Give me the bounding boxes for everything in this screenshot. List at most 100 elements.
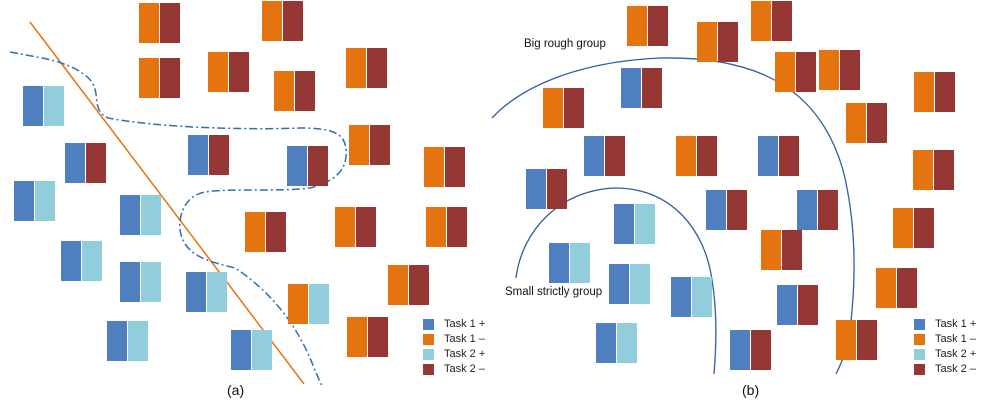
task1-label-block xyxy=(676,136,696,176)
legend-label: Task 1 – xyxy=(935,333,976,345)
legend-swatch xyxy=(914,349,925,360)
panel-b-item xyxy=(836,320,877,360)
legend-label: Task 2 + xyxy=(935,348,977,360)
panel-b-item xyxy=(797,190,838,230)
legend-swatch xyxy=(914,334,925,345)
task1-label-block xyxy=(65,143,85,183)
task2-label-block xyxy=(160,58,180,98)
task2-label-block xyxy=(857,320,877,360)
task2-label-block xyxy=(141,195,161,235)
legend-swatch xyxy=(914,364,925,375)
panel-a-item xyxy=(349,125,390,165)
task2-label-block xyxy=(642,68,662,108)
panel-a-item xyxy=(139,3,180,43)
task2-label-block xyxy=(692,277,712,317)
small-strictly-group-label: Small strictly group xyxy=(505,286,603,298)
task2-label-block xyxy=(86,143,106,183)
task1-label-block xyxy=(627,6,647,46)
panel-b-item xyxy=(758,136,799,176)
task1-label-block xyxy=(335,207,355,247)
task1-label-block xyxy=(876,268,896,308)
panel-b-item xyxy=(819,50,860,90)
task2-label-block xyxy=(207,272,227,312)
task2-label-block xyxy=(718,22,738,62)
task1-label-block xyxy=(14,181,34,221)
task2-label-block xyxy=(308,146,328,186)
task2-label-block xyxy=(445,147,465,187)
task1-label-block xyxy=(346,48,366,88)
task1-label-block xyxy=(819,50,839,90)
panel-a-item xyxy=(335,207,376,247)
panel-a-item xyxy=(347,317,388,357)
task2-label-block xyxy=(266,212,286,252)
task2-label-block xyxy=(635,204,655,244)
task1-label-block xyxy=(893,208,913,248)
panel-a-item xyxy=(287,146,328,186)
task2-label-block xyxy=(772,1,792,41)
task2-label-block xyxy=(818,190,838,230)
panel-b-item xyxy=(621,68,662,108)
panel-b-item xyxy=(913,150,954,190)
panel-a-item xyxy=(346,48,387,88)
panel-b-item xyxy=(676,136,717,176)
panel-b-item xyxy=(893,208,934,248)
task1-label-block xyxy=(107,321,127,361)
panel-a-item xyxy=(208,52,249,92)
linear-decision-boundary xyxy=(29,21,305,385)
panel-a-item xyxy=(288,284,329,324)
task2-label-block xyxy=(570,243,590,283)
task2-label-block xyxy=(796,52,816,92)
task2-label-block xyxy=(367,48,387,88)
big-rough-group-label: Big rough group xyxy=(524,38,606,50)
task2-label-block xyxy=(648,6,668,46)
task1-label-block xyxy=(609,264,629,304)
legend-label: Task 2 + xyxy=(444,348,486,360)
legend-swatch xyxy=(914,319,925,330)
task1-label-block xyxy=(706,190,726,230)
caption-b: (b) xyxy=(742,382,760,398)
panel-b-item xyxy=(526,169,567,209)
task2-label-block xyxy=(697,136,717,176)
legend-label: Task 2 – xyxy=(444,363,485,375)
panel-a-item xyxy=(388,265,429,305)
panel-a-item xyxy=(426,207,467,247)
task2-label-block xyxy=(564,88,584,128)
task1-label-block xyxy=(186,272,206,312)
panel-b-item xyxy=(671,277,712,317)
task1-label-block xyxy=(758,136,778,176)
panel-b-item xyxy=(751,1,792,41)
task1-label-block xyxy=(139,58,159,98)
panel-b-item xyxy=(706,190,747,230)
task2-label-block xyxy=(867,103,887,143)
task2-label-block xyxy=(295,71,315,111)
task2-label-block xyxy=(914,208,934,248)
task1-label-block xyxy=(846,103,866,143)
task2-label-block xyxy=(141,262,161,302)
task1-label-block xyxy=(596,323,616,363)
panel-b-item xyxy=(777,285,818,325)
task2-label-block xyxy=(370,125,390,165)
task1-label-block xyxy=(139,3,159,43)
panel-b-item xyxy=(775,52,816,92)
task1-label-block xyxy=(388,265,408,305)
panel-a-item xyxy=(120,262,161,302)
task2-label-block xyxy=(779,136,799,176)
task2-label-block xyxy=(934,150,954,190)
task2-label-block xyxy=(368,317,388,357)
legend-swatch xyxy=(423,364,434,375)
task1-label-block xyxy=(797,190,817,230)
task1-label-block xyxy=(549,243,569,283)
panel-a-item xyxy=(424,147,465,187)
legend-label: Task 2 – xyxy=(935,363,976,375)
panel-b-item xyxy=(609,264,650,304)
task2-label-block xyxy=(897,268,917,308)
panel-a-item xyxy=(186,272,227,312)
task1-label-block xyxy=(621,68,641,108)
task2-label-block xyxy=(751,330,771,370)
task1-label-block xyxy=(23,86,43,126)
task1-label-block xyxy=(775,52,795,92)
panel-a-item xyxy=(274,71,315,111)
task1-label-block xyxy=(245,212,265,252)
task1-label-block xyxy=(288,284,308,324)
